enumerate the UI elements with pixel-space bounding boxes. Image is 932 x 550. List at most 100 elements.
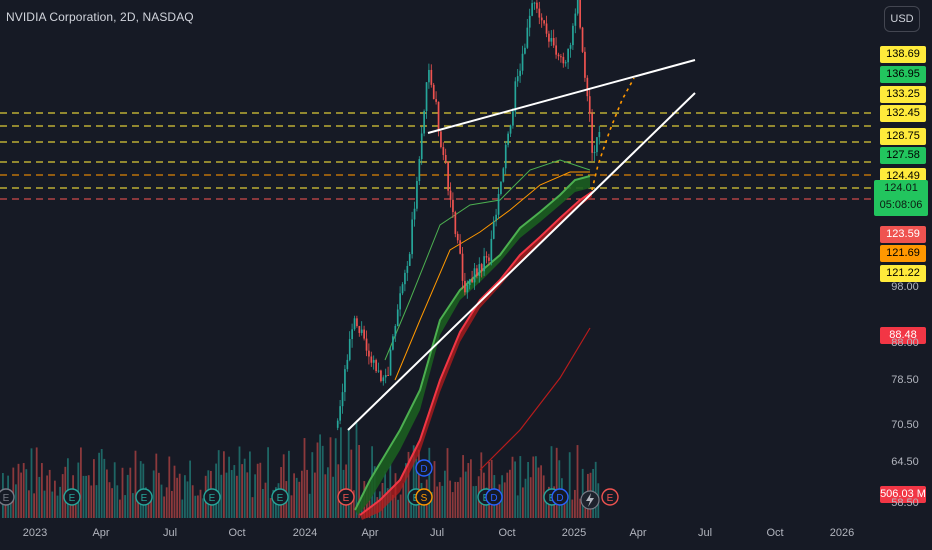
candle-body [435, 99, 437, 102]
candle-body [588, 96, 591, 114]
candle-body [524, 47, 526, 54]
volume-bar [178, 473, 181, 518]
candle-body [346, 359, 349, 370]
volume-bar [574, 489, 576, 518]
ma-ribbon-green [355, 176, 590, 515]
time-axis-tick: Jul [162, 527, 178, 539]
candle-body [365, 338, 368, 351]
volume-bar [405, 463, 407, 518]
candle-body [526, 27, 529, 48]
price-axis-tick: 98.00 [891, 281, 919, 293]
candles [336, 0, 601, 431]
event-marker-letter: D [556, 493, 563, 504]
volume-bar [532, 456, 535, 518]
candle-body [560, 56, 562, 58]
candle-body [428, 69, 430, 83]
volume-bar [189, 460, 191, 518]
candle-body [447, 161, 449, 191]
candle-body [538, 8, 541, 18]
candle-body [540, 17, 543, 21]
candle-body [440, 131, 442, 148]
volume-bar [555, 447, 558, 518]
trend-lines[interactable] [347, 59, 696, 431]
event-marker-ring [415, 488, 433, 506]
candle-body [372, 360, 375, 363]
time-axis-tick: 2026 [829, 527, 855, 539]
volume-bar [441, 485, 444, 518]
event-marker: E [601, 488, 619, 506]
volume-bar [259, 462, 262, 518]
volume-bar [537, 467, 540, 518]
candle-body [356, 318, 358, 327]
candle-body [368, 350, 370, 357]
candle-body [509, 125, 512, 134]
candle-body [488, 257, 490, 261]
volume-bar [545, 495, 548, 518]
event-marker: E [337, 488, 355, 506]
volume-bar [355, 422, 358, 518]
candle-body [471, 279, 473, 283]
volume-bar [472, 486, 475, 518]
candle-body [416, 181, 418, 209]
candle-body [411, 219, 413, 255]
event-marker: D [551, 488, 569, 506]
volume-bar [181, 499, 184, 518]
volume-bar [519, 456, 522, 518]
volume-bar [594, 461, 597, 518]
volume-bar [397, 499, 399, 518]
volume-bar [173, 465, 176, 518]
candle-body [344, 369, 346, 393]
volume-bar [137, 498, 139, 518]
event-marker: E [0, 488, 15, 506]
candle-body [336, 420, 339, 428]
volume-bar [511, 456, 514, 518]
volume-bar [568, 452, 571, 518]
price-level-label: 506.03 M [880, 486, 926, 503]
candle-body [449, 190, 452, 200]
volume-bar [25, 469, 28, 518]
volume-bar [158, 472, 160, 518]
candle-body [387, 375, 389, 377]
candle-body [380, 370, 382, 382]
volume-bar [316, 442, 319, 518]
volume-bar [454, 481, 457, 518]
candle-body [502, 168, 505, 182]
candle-body [586, 77, 589, 97]
volume-bar [446, 448, 449, 518]
candle-body [536, 2, 538, 9]
candle-body [564, 62, 567, 64]
event-markers[interactable]: EEEEEEESDEDEDE [0, 459, 619, 510]
volume-bar [358, 445, 360, 518]
candle-body [533, 2, 536, 4]
upper-trend-line [427, 59, 696, 134]
event-marker-ring [337, 488, 355, 506]
volume-bar [327, 467, 329, 518]
volume-bar [457, 481, 459, 518]
volume-bar [496, 496, 498, 518]
volume-bar [529, 477, 532, 518]
candle-body [432, 84, 435, 100]
volume-bar [550, 446, 553, 518]
volume-bar [80, 447, 82, 518]
candle-body [404, 272, 406, 285]
price-level-label: 132.45 [880, 105, 926, 122]
candle-body [519, 70, 521, 77]
chart-title: NVIDIA Corporation, 2D, NASDAQ [6, 10, 194, 24]
candle-body [425, 82, 428, 112]
lightning-icon [580, 490, 600, 510]
event-marker: D [415, 459, 433, 477]
volume-bar [106, 469, 108, 518]
volume-bar [160, 484, 163, 518]
volume-bar [93, 459, 95, 518]
volume-bar [475, 485, 477, 518]
volume-bar [163, 496, 165, 518]
volume-bar [462, 455, 464, 518]
ma-line-red [359, 191, 593, 516]
currency-button[interactable]: USD [884, 6, 920, 32]
volume-bar [233, 465, 236, 518]
volume-bar [402, 483, 405, 518]
candle-body [360, 329, 363, 333]
volume-bar [308, 493, 311, 518]
time-axis-tick: 2024 [292, 527, 318, 539]
